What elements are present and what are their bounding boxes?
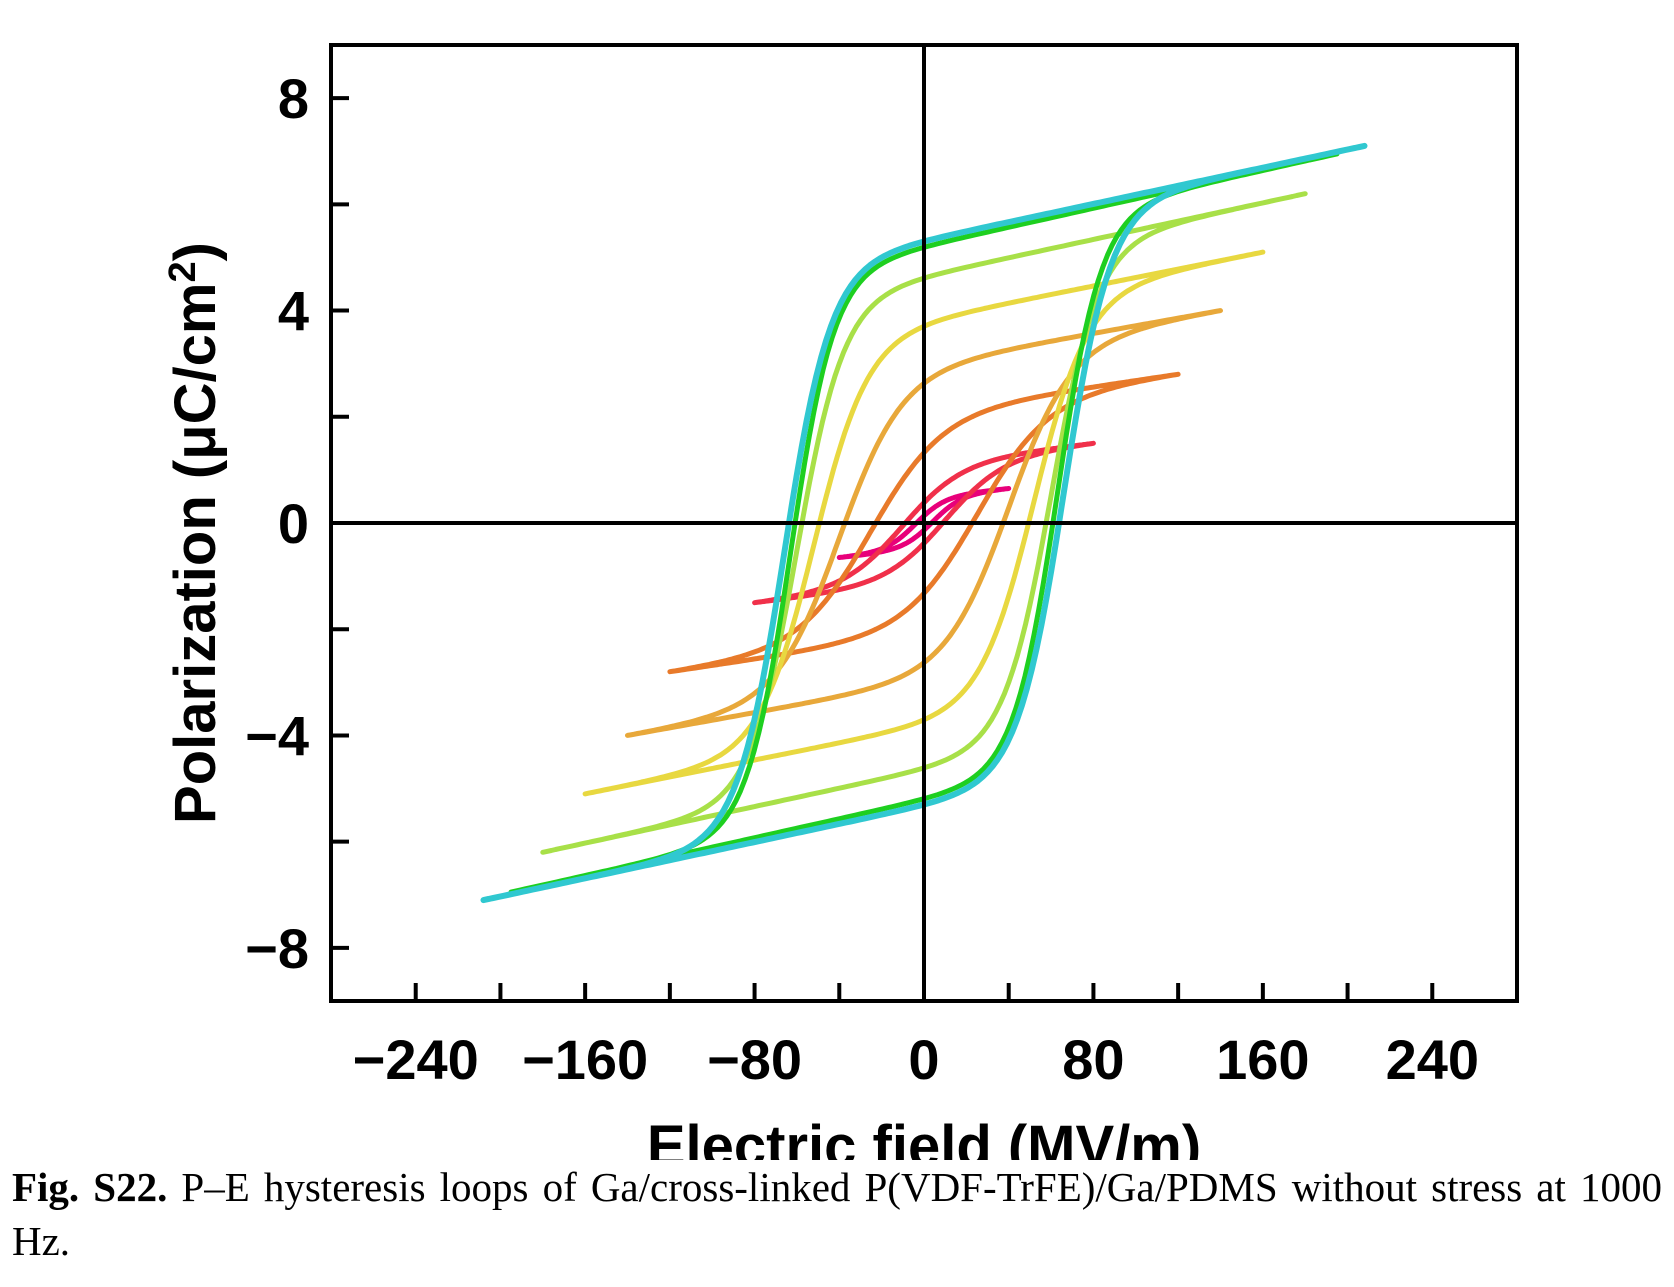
- x-tick-label: −80: [707, 1028, 802, 1091]
- caption-text: P–E hysteresis loops of Ga/cross-linked …: [12, 1164, 1662, 1264]
- y-tick-label: 0: [278, 492, 309, 555]
- caption-label: Fig. S22.: [12, 1164, 168, 1210]
- x-tick-label: 80: [1062, 1028, 1124, 1091]
- y-tick-label: 4: [278, 280, 309, 343]
- x-axis-title: Electric field (MV/m): [647, 1114, 1201, 1160]
- x-tick-label: 160: [1216, 1028, 1309, 1091]
- figure-caption: Fig. S22. P–E hysteresis loops of Ga/cro…: [12, 1160, 1662, 1268]
- y-axis-title-main: Polarization (μC/cm: [163, 283, 228, 824]
- y-tick-label: −4: [245, 704, 309, 767]
- x-tick-label: 0: [908, 1028, 939, 1091]
- y-axis-title-close: ): [163, 242, 228, 261]
- x-tick-label: −160: [522, 1028, 648, 1091]
- hysteresis-loop-1: [836, 486, 1012, 560]
- hysteresis-loop-5: [582, 249, 1266, 797]
- pe-hysteresis-chart: −240 −160 −80 0 80 160 240 8 4 0 −4 −8 Electric fie…: [162, 43, 1519, 1160]
- hysteresis-loop-2: [752, 440, 1096, 606]
- hysteresis-loop-4: [625, 308, 1223, 738]
- tick-layer: −240 −160 −80 0 80 160 240 8 4 0 −4 −8: [245, 67, 1479, 1091]
- hysteresis-loop-3: [667, 371, 1181, 675]
- y-tick-label: 8: [278, 67, 309, 130]
- x-tick-label: 240: [1386, 1028, 1479, 1091]
- hysteresis-loop-6: [540, 191, 1308, 855]
- x-tick-label: −240: [353, 1028, 479, 1091]
- y-tick-label: −8: [245, 917, 309, 980]
- series-layer: [480, 142, 1368, 904]
- y-axis-title-superscript: 2: [162, 261, 204, 282]
- y-axis-title: Polarization (μC/cm2): [162, 242, 228, 824]
- hysteresis-loop-8: [480, 142, 1368, 904]
